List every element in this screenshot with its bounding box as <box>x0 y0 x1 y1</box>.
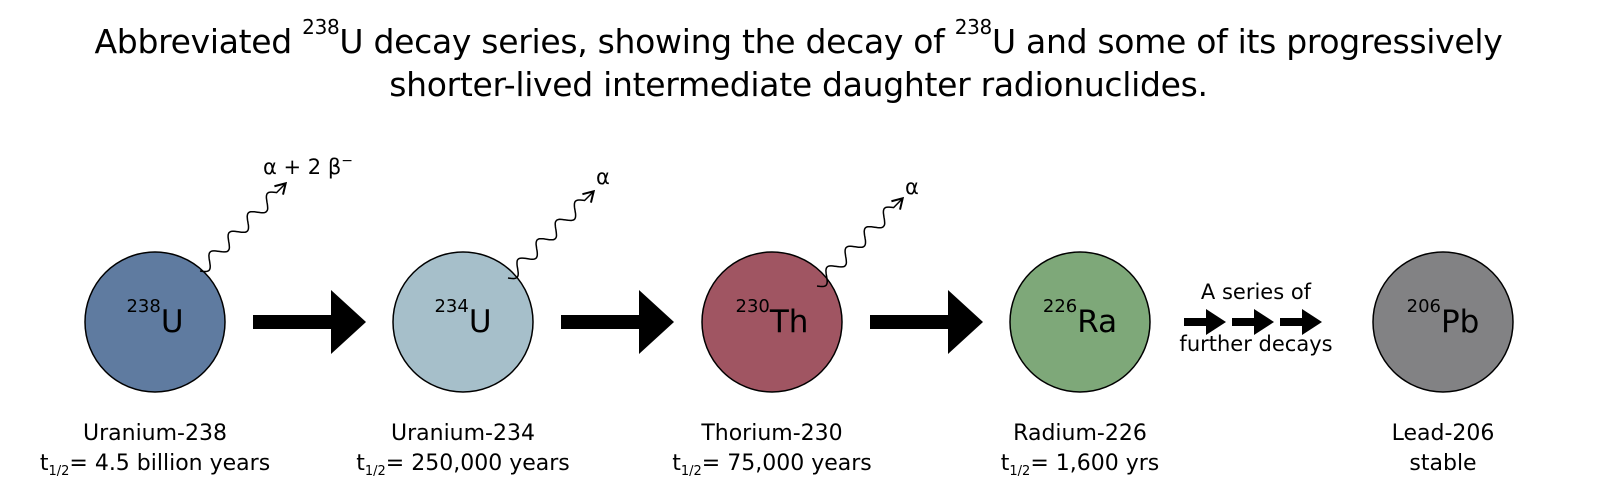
emission-wave-3 <box>816 196 905 288</box>
half-life: t1/2= 4.5 billion years <box>39 451 271 479</box>
nuclide-name: Radium-226 <box>1013 421 1147 446</box>
emission-wave-2 <box>507 189 596 280</box>
stability: stable <box>1409 451 1477 476</box>
title-line-2: shorter-lived intermediate daughter radi… <box>389 65 1208 104</box>
nuclide-name: Lead-206 <box>1391 421 1495 446</box>
nuclide-circle-u234 <box>392 251 534 393</box>
decay-label-1: α + 2 β− <box>263 153 353 179</box>
caption-ra226: Radium-226 t1/2= 1,600 yrs <box>950 419 1210 487</box>
caption-th230: Thorium-230 t1/2= 75,000 years <box>642 419 902 487</box>
series-arrow-2 <box>1232 309 1274 335</box>
caption-u238: Uranium-238 t1/2= 4.5 billion years <box>25 419 285 487</box>
decay-arrow-2 <box>561 290 674 354</box>
series-note-line-2: further decays <box>1179 332 1333 356</box>
series-note-line-1: A series of <box>1200 280 1312 304</box>
nuclide-symbol-ra226: 226Ra <box>1042 296 1118 341</box>
nuclide-symbol-pb206: 206Pb <box>1406 296 1480 341</box>
decay-label-3: α <box>905 175 919 199</box>
emission-wave-1 <box>199 181 288 273</box>
series-arrow-1 <box>1184 309 1226 335</box>
nuclide-name: Thorium-230 <box>701 421 843 446</box>
nuclide-symbol-u238: 238U <box>126 296 184 341</box>
series-arrow-3 <box>1280 309 1322 335</box>
half-life: t1/2= 1,600 yrs <box>1000 451 1160 479</box>
decay-arrow-3 <box>870 290 983 354</box>
nuclide-name: Uranium-238 <box>83 421 227 446</box>
nuclide-circle-th230 <box>701 251 843 393</box>
nuclide-circle-u238 <box>84 251 226 393</box>
nuclide-symbol-u234: 234U <box>434 296 492 341</box>
nuclide-circle-ra226 <box>1009 251 1151 393</box>
caption-u234: Uranium-234 t1/2= 250,000 years <box>333 419 593 487</box>
title-line-1: Abbreviated 238U decay series, showing t… <box>94 15 1503 61</box>
half-life: t1/2= 75,000 years <box>672 451 872 479</box>
half-life: t1/2= 250,000 years <box>356 451 570 479</box>
caption-pb206: Lead-206 stable <box>1313 419 1573 479</box>
nuclide-circle-pb206 <box>1372 251 1514 393</box>
nuclide-name: Uranium-234 <box>391 421 535 446</box>
decay-arrow-1 <box>253 290 366 354</box>
decay-label-2: α <box>596 165 610 189</box>
diagram-title: Abbreviated 238U decay series, showing t… <box>0 15 1597 106</box>
nuclide-symbol-th230: 230Th <box>735 296 809 341</box>
